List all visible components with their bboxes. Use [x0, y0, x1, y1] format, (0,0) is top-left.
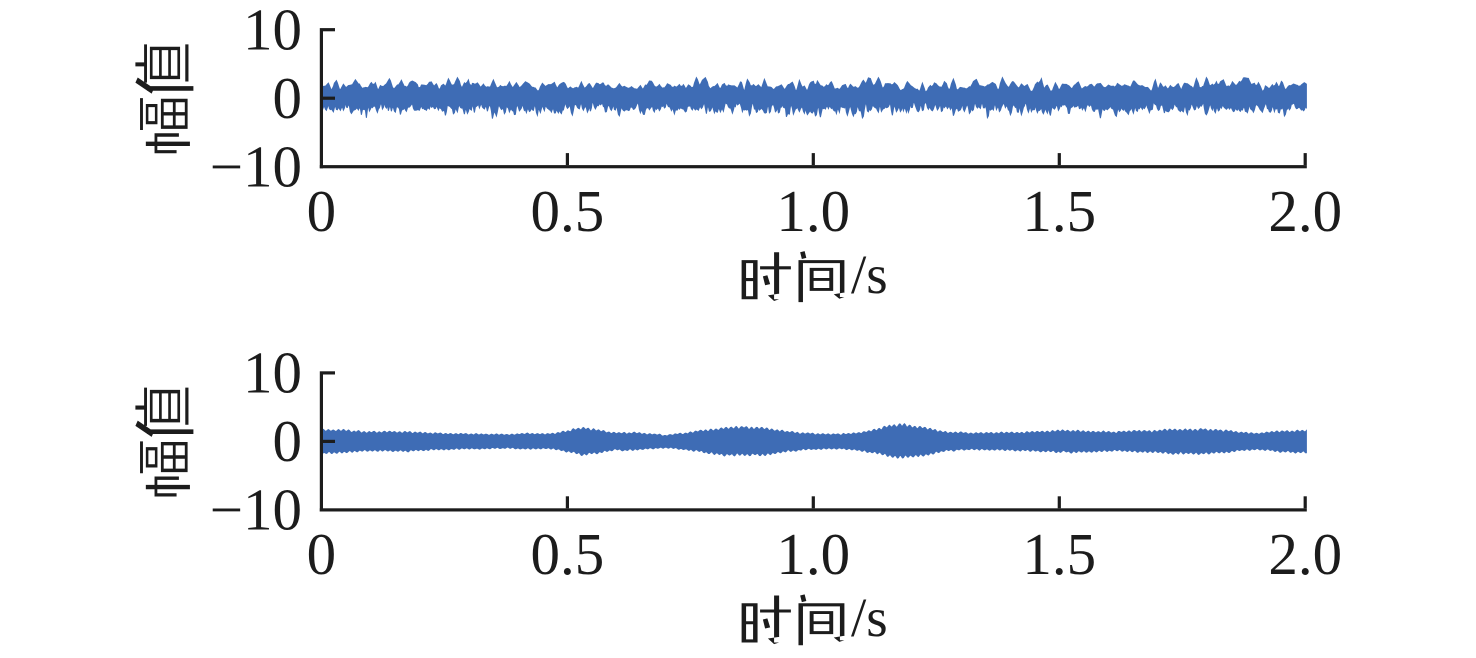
svg-text:0.5: 0.5: [531, 521, 605, 587]
svg-text:2.0: 2.0: [1268, 178, 1342, 244]
svg-text:1.0: 1.0: [776, 521, 850, 587]
svg-text:1.5: 1.5: [1022, 178, 1096, 244]
svg-text:10: 10: [243, 340, 302, 406]
svg-text:0: 0: [307, 178, 337, 244]
svg-text:0: 0: [307, 521, 337, 587]
svg-text:/s: /s: [851, 587, 888, 648]
svg-text:0.5: 0.5: [531, 178, 605, 244]
svg-text:−10: −10: [210, 477, 302, 543]
svg-text:0: 0: [273, 408, 303, 474]
svg-text:−10: −10: [210, 133, 302, 199]
svg-text:/s: /s: [851, 244, 888, 305]
svg-text:1.0: 1.0: [776, 178, 850, 244]
svg-text:0: 0: [273, 65, 303, 131]
svg-text:1.5: 1.5: [1022, 521, 1096, 587]
svg-text:2.0: 2.0: [1268, 521, 1342, 587]
svg-text:10: 10: [243, 0, 302, 62]
